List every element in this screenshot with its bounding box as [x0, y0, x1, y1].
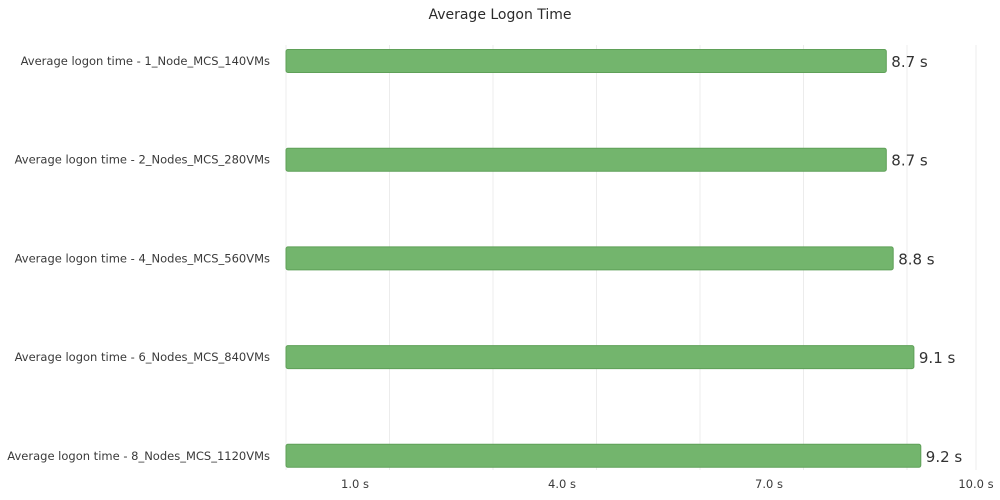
value-label: 8.7 s — [891, 152, 928, 170]
category-label: Average logon time - 4_Nodes_MCS_560VMs — [15, 251, 270, 265]
x-tick-label: 4.0 s — [548, 477, 576, 491]
x-tick-label: 7.0 s — [755, 477, 783, 491]
category-label: Average logon time - 1_Node_MCS_140VMs — [21, 54, 270, 68]
value-label: 9.2 s — [926, 448, 963, 466]
category-label: Average logon time - 8_Nodes_MCS_1120VMs — [7, 449, 270, 463]
bar — [285, 443, 922, 468]
chart-title: Average Logon Time — [428, 7, 572, 23]
category-label: Average logon time - 2_Nodes_MCS_280VMs — [15, 153, 270, 167]
x-tick-label: 1.0 s — [341, 477, 369, 491]
bar — [285, 246, 894, 271]
value-label: 9.1 s — [919, 349, 956, 367]
value-label: 8.7 s — [891, 53, 928, 71]
value-label: 8.8 s — [898, 250, 935, 268]
category-label: Average logon time - 6_Nodes_MCS_840VMs — [15, 350, 270, 364]
bar — [285, 147, 887, 172]
bar — [285, 345, 915, 370]
x-tick-label: 10.0 s — [958, 477, 993, 491]
bar — [285, 49, 887, 73]
